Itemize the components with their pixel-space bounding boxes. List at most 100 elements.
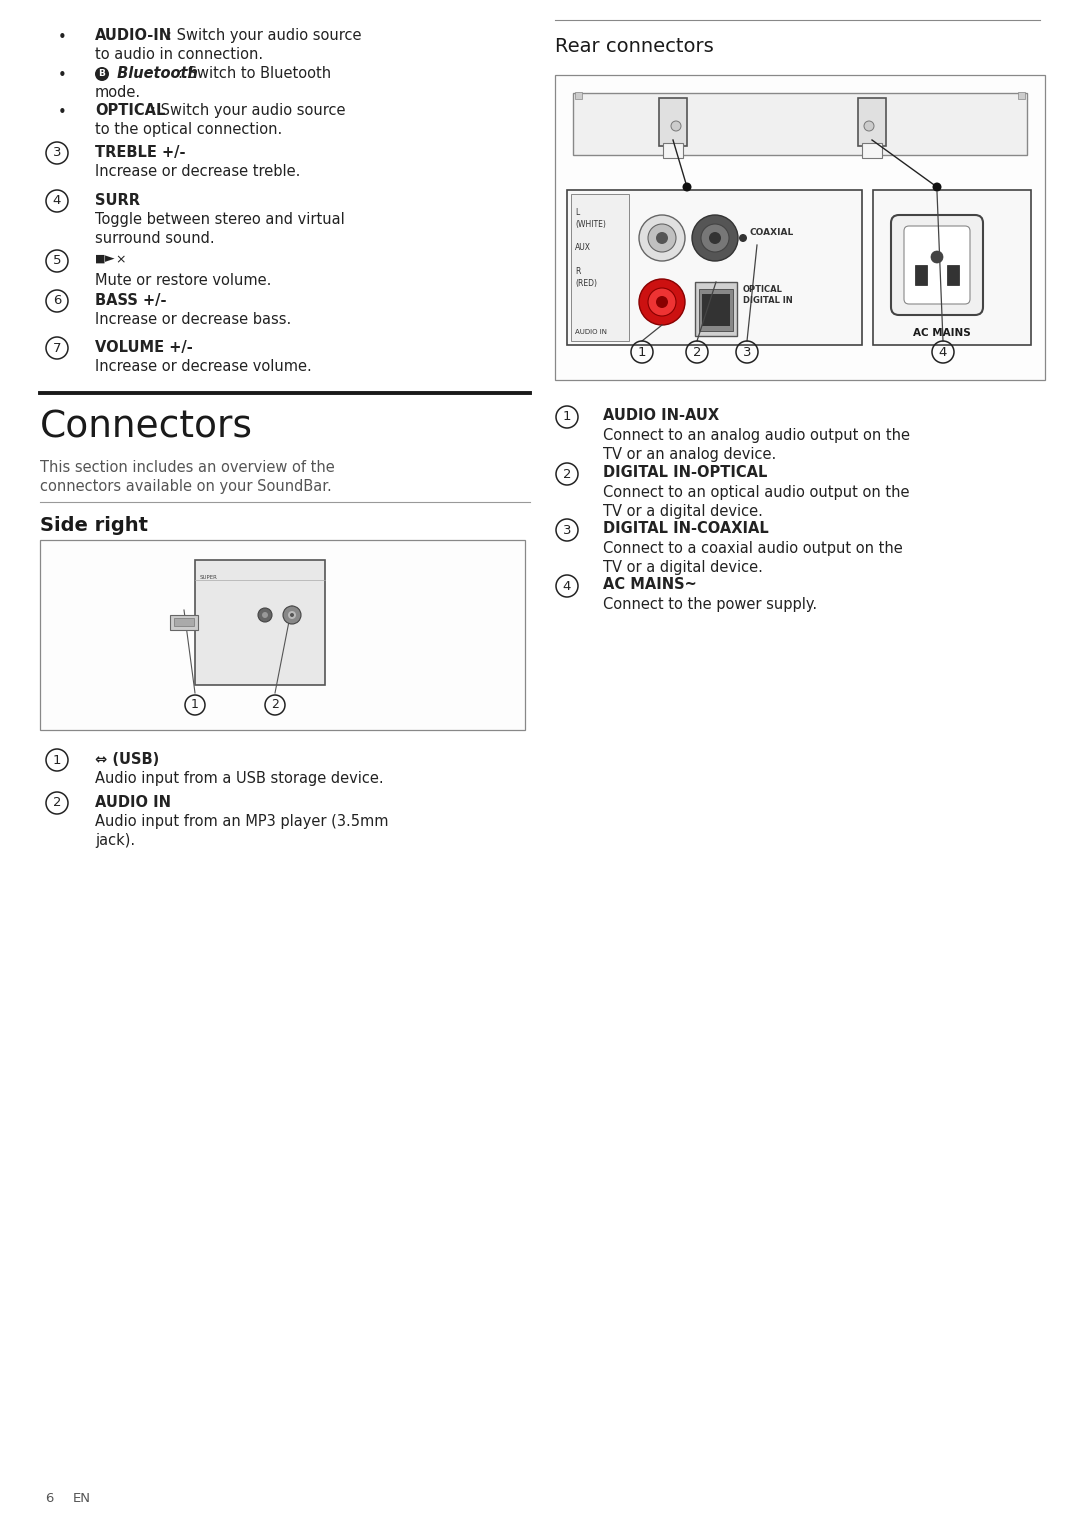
Bar [40,541,525,730]
Bar [571,194,629,341]
Circle shape [864,121,874,131]
Text: AUDIO-IN: AUDIO-IN [95,27,172,43]
Text: 1: 1 [638,345,646,359]
Text: to audio in connection.: to audio in connection. [95,47,264,63]
FancyBboxPatch shape [891,215,983,315]
Bar [873,189,1031,345]
Text: Audio input from a USB storage device.: Audio input from a USB storage device. [95,771,383,786]
Text: Side right: Side right [40,516,148,534]
Circle shape [739,234,747,241]
Text: AUDIO IN: AUDIO IN [95,796,171,809]
Text: 2: 2 [53,797,62,809]
Text: BASS +/-: BASS +/- [95,293,166,308]
Text: ■: ■ [95,253,106,264]
Text: Connect to a coaxial audio output on the: Connect to a coaxial audio output on the [603,541,903,556]
Circle shape [931,250,943,263]
Text: DIGITAL IN-OPTICAL: DIGITAL IN-OPTICAL [603,466,768,479]
Text: Rear connectors: Rear connectors [555,37,714,56]
Text: 1: 1 [53,753,62,767]
Text: 3: 3 [743,345,752,359]
Text: TV or an analog device.: TV or an analog device. [603,447,777,463]
Text: L
(WHITE)

AUX

R
(RED): L (WHITE) AUX R (RED) [575,208,606,287]
Text: •: • [57,69,66,82]
Circle shape [656,296,669,308]
Circle shape [656,232,669,244]
Text: AUDIO IN: AUDIO IN [575,328,607,334]
Bar [702,295,730,325]
Text: COAXIAL: COAXIAL [750,228,793,237]
Bar [696,282,737,336]
Text: 6: 6 [45,1492,53,1506]
Bar [575,92,582,99]
Text: connectors available on your SoundBar.: connectors available on your SoundBar. [40,479,332,495]
Circle shape [683,183,691,191]
Text: ⇔ (USB): ⇔ (USB) [95,751,159,767]
Circle shape [692,215,738,261]
Bar [555,75,1045,380]
Bar [567,189,862,345]
Text: ×: × [114,253,125,266]
Text: Connect to an optical audio output on the: Connect to an optical audio output on th… [603,486,909,499]
Text: AC MAINS~: AC MAINS~ [603,577,697,592]
Text: 3: 3 [53,147,62,159]
Circle shape [95,67,109,81]
Text: TREBLE +/-: TREBLE +/- [95,145,186,160]
Circle shape [283,606,301,625]
Text: AC MAINS: AC MAINS [913,328,971,337]
Text: TV or a digital device.: TV or a digital device. [603,504,762,519]
Text: B: B [98,70,106,78]
Text: Audio input from an MP3 player (3.5mm: Audio input from an MP3 player (3.5mm [95,814,389,829]
Text: 5: 5 [53,255,62,267]
Bar [862,144,882,157]
Circle shape [648,289,676,316]
Text: This section includes an overview of the: This section includes an overview of the [40,460,335,475]
Circle shape [288,611,296,618]
Text: 3: 3 [563,524,571,536]
Text: 4: 4 [563,580,571,592]
Text: Toggle between stereo and virtual: Toggle between stereo and virtual [95,212,345,228]
Text: SUPER: SUPER [200,576,218,580]
Text: ►: ► [105,252,114,266]
Text: jack).: jack). [95,834,135,847]
Text: Connect to an analog audio output on the: Connect to an analog audio output on the [603,428,910,443]
Text: 2: 2 [563,467,571,481]
Bar [1018,92,1025,99]
Bar [174,618,194,626]
Text: 7: 7 [53,342,62,354]
Text: 2: 2 [692,345,701,359]
Circle shape [671,121,681,131]
Text: mode.: mode. [95,86,141,99]
Bar [170,615,198,631]
Text: 1: 1 [563,411,571,423]
Text: DIGITAL IN-COAXIAL: DIGITAL IN-COAXIAL [603,521,769,536]
FancyBboxPatch shape [904,226,970,304]
Circle shape [648,224,676,252]
Text: 2: 2 [271,698,279,712]
Text: SURR: SURR [95,192,140,208]
Bar [699,289,733,331]
Text: Increase or decrease bass.: Increase or decrease bass. [95,312,292,327]
Circle shape [708,232,721,244]
Circle shape [262,612,268,618]
Text: : Switch your audio source: : Switch your audio source [167,27,362,43]
Text: : Switch your audio source: : Switch your audio source [151,102,346,118]
Text: Increase or decrease volume.: Increase or decrease volume. [95,359,312,374]
Text: Connectors: Connectors [40,411,253,446]
Bar [947,266,959,286]
Circle shape [932,183,942,191]
Text: •: • [57,105,66,121]
Text: TV or a digital device.: TV or a digital device. [603,560,762,576]
Text: 4: 4 [53,194,62,208]
Text: Bluetooth: Bluetooth [112,66,198,81]
Text: : Switch to Bluetooth: : Switch to Bluetooth [178,66,332,81]
Circle shape [701,224,729,252]
Text: Increase or decrease treble.: Increase or decrease treble. [95,163,300,179]
Bar [663,144,683,157]
Text: 4: 4 [939,345,947,359]
Text: 6: 6 [53,295,62,307]
Bar [195,560,325,686]
Text: 1: 1 [191,698,199,712]
Circle shape [291,612,294,617]
Text: Mute or restore volume.: Mute or restore volume. [95,273,271,289]
Text: surround sound.: surround sound. [95,231,215,246]
